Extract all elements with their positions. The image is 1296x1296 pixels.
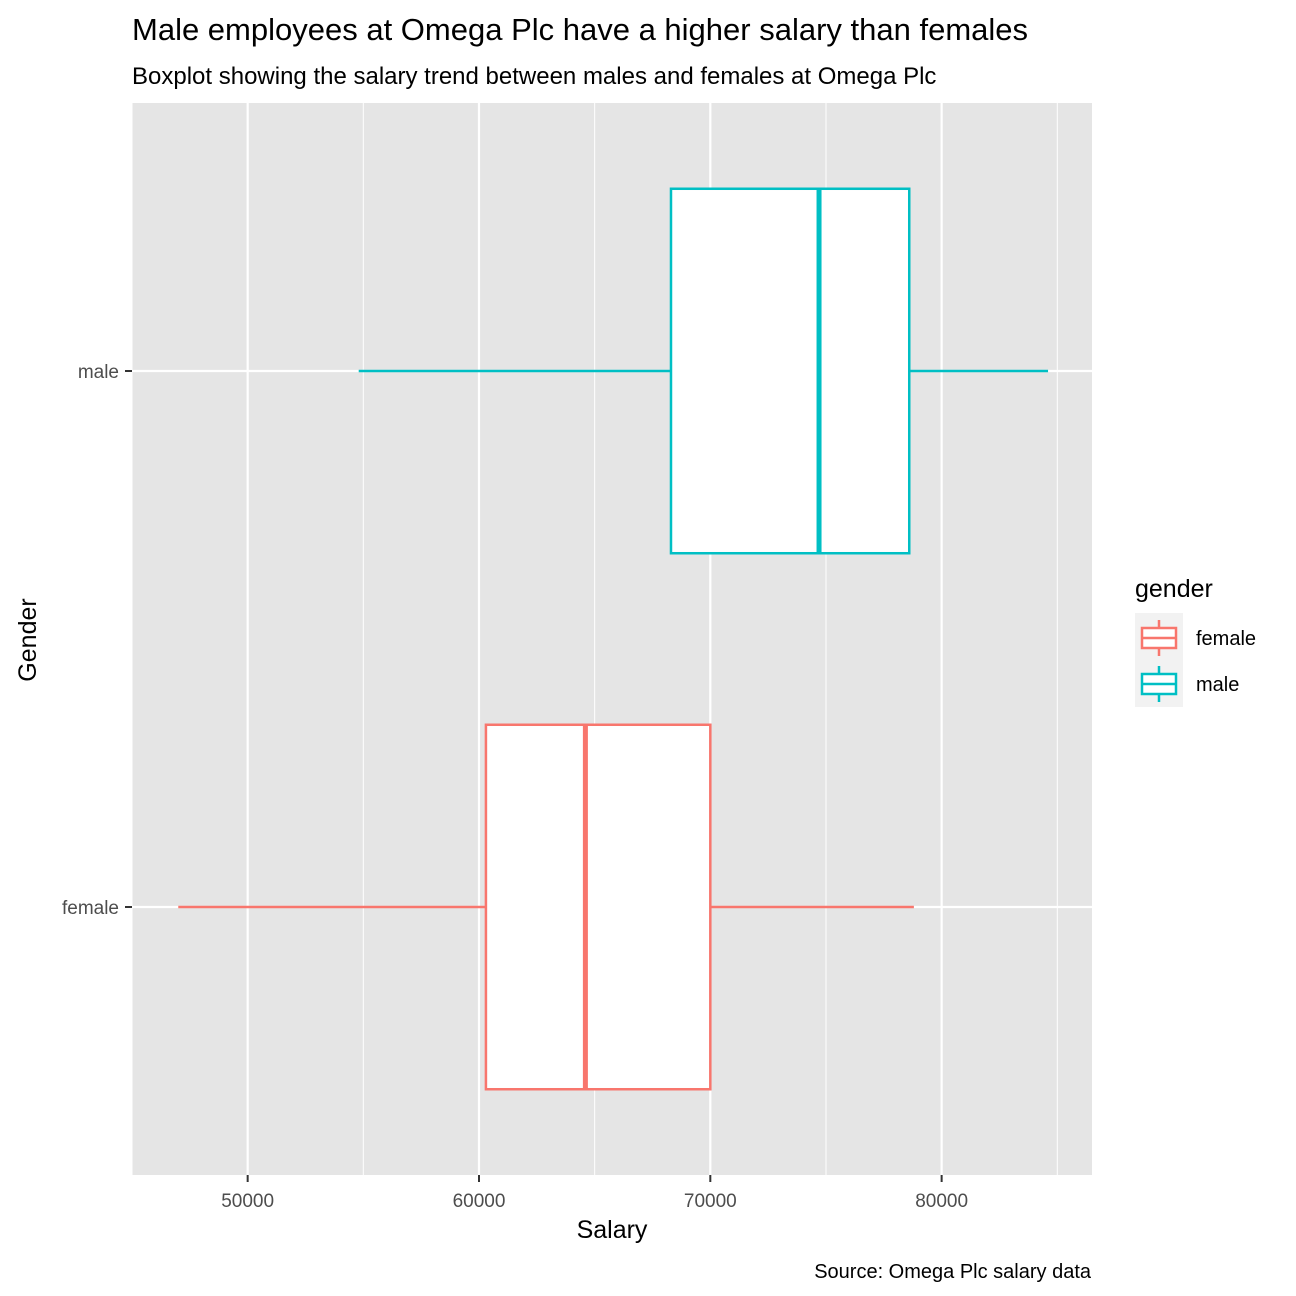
chart-title: Male employees at Omega Plc have a highe…	[132, 12, 1028, 47]
boxplot-female	[178, 723, 914, 1091]
legend-title: gender	[1135, 575, 1213, 603]
legend-label-male: male	[1196, 674, 1239, 696]
legend-label-female: female	[1196, 628, 1256, 650]
x-tick-label: 70000	[684, 1191, 737, 1212]
x-tick-label: 60000	[453, 1191, 506, 1212]
legend-key-male	[1140, 666, 1178, 702]
y-axis: female male	[62, 362, 132, 919]
box-iqr	[484, 723, 712, 1091]
boxplot-male	[358, 187, 1049, 555]
y-axis-title: Gender	[14, 598, 42, 681]
y-tick-label: female	[62, 898, 119, 919]
legend-key-female	[1140, 620, 1178, 656]
legend: gender female male	[1135, 575, 1256, 707]
x-axis: 50000 60000 70000 80000	[221, 1175, 968, 1212]
x-axis-title: Salary	[577, 1216, 648, 1244]
y-tick-label: male	[78, 362, 119, 383]
x-tick-label: 80000	[915, 1191, 968, 1212]
x-tick-label: 50000	[221, 1191, 274, 1212]
chart-caption: Source: Omega Plc salary data	[814, 1261, 1092, 1283]
chart-subtitle: Boxplot showing the salary trend between…	[132, 63, 936, 90]
boxplots	[178, 187, 1049, 1091]
box-iqr	[669, 187, 911, 555]
